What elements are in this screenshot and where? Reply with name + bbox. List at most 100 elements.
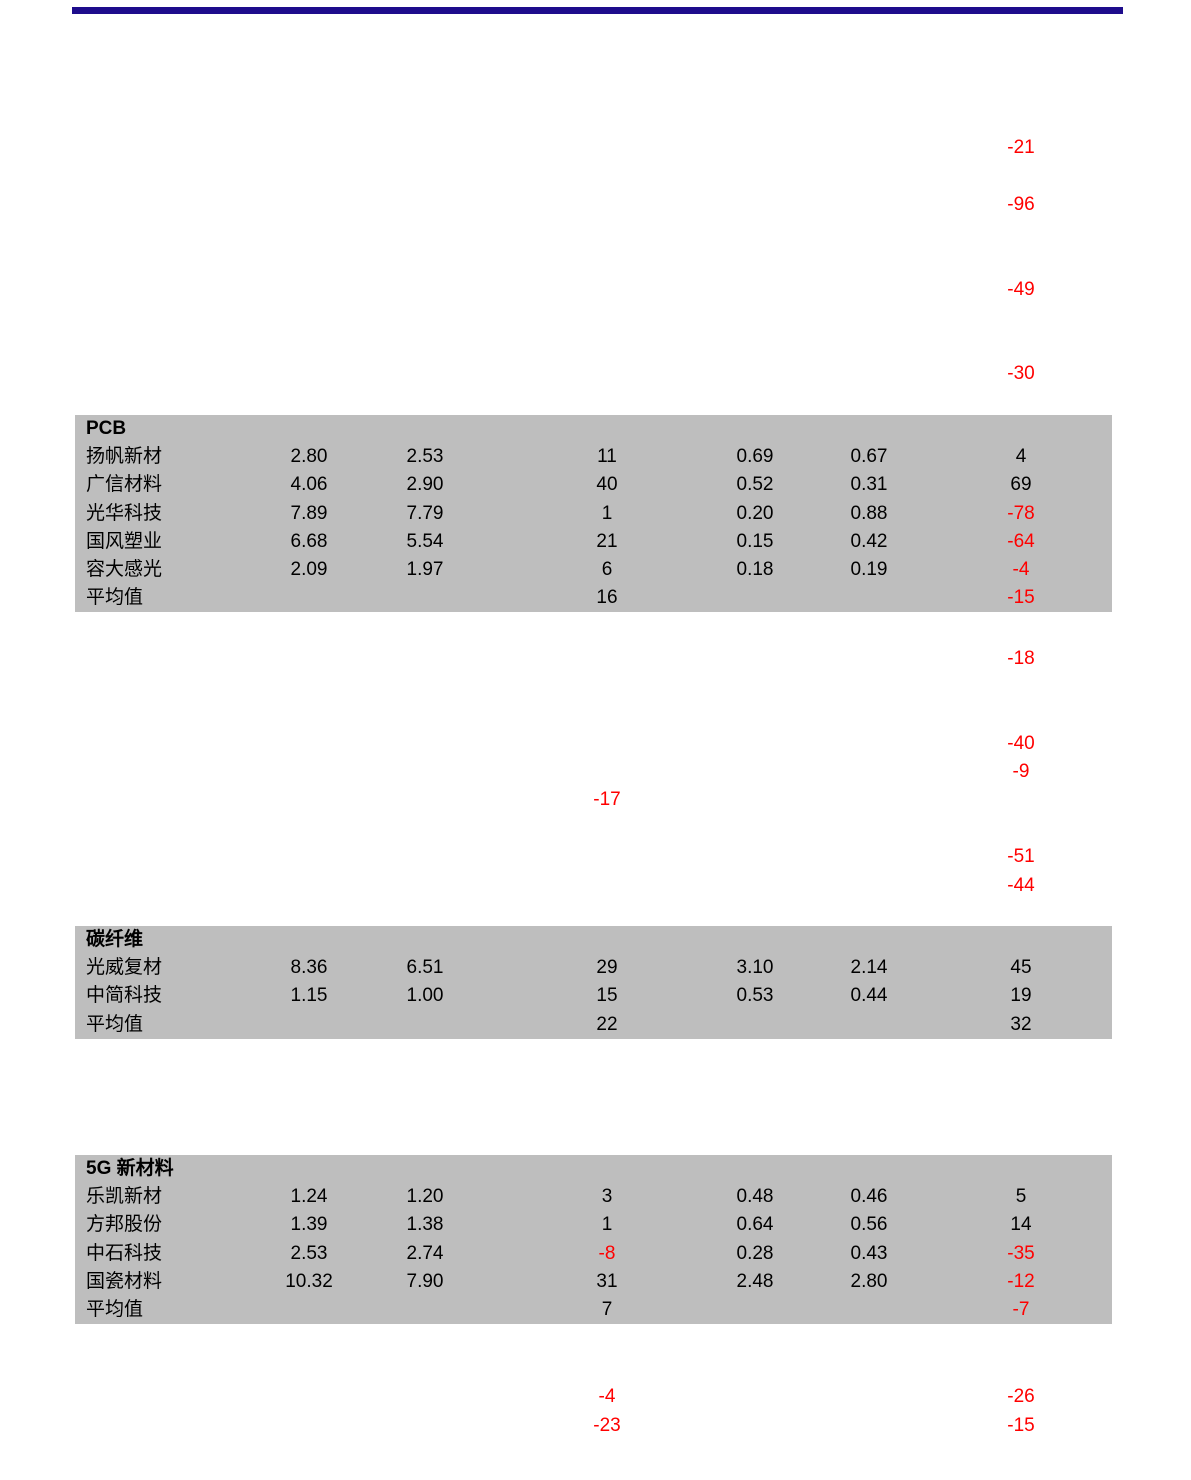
cell-value: 0.43 <box>850 1242 888 1264</box>
cell-value: 5 <box>1015 1186 1027 1208</box>
row-company-name: 中简科技 <box>86 985 163 1007</box>
row-company-name: 光华科技 <box>86 502 163 524</box>
cell-value: 0.53 <box>736 985 774 1007</box>
cell-value: 0.31 <box>850 474 888 496</box>
cell-value: 16 <box>596 587 618 609</box>
row-average-label: 平均值 <box>86 587 144 609</box>
cell-value: 1.24 <box>290 1186 328 1208</box>
cell-value: 11 <box>597 446 617 468</box>
cell-value: 0.48 <box>736 1186 774 1208</box>
row-company-name: 光威复材 <box>86 957 163 979</box>
cell-value: -7 <box>1012 1298 1030 1320</box>
row-company-name: 中石科技 <box>86 1242 163 1264</box>
row-company-name: 方邦股份 <box>86 1214 163 1236</box>
cell-value: 1.00 <box>406 985 444 1007</box>
floating-value: -96 <box>1007 194 1035 215</box>
cell-value: 15 <box>596 985 618 1007</box>
row-company-name: 广信材料 <box>86 474 163 496</box>
cell-value: -35 <box>1007 1242 1035 1264</box>
cell-value <box>280 1011 338 1039</box>
cell-value: 0.20 <box>736 502 774 524</box>
cell-value: -15 <box>1007 587 1035 609</box>
cell-value: -4 <box>1012 558 1030 580</box>
cell-value: 21 <box>596 530 618 552</box>
cell-value: 3.10 <box>736 957 774 979</box>
cell-value <box>808 1011 930 1039</box>
cell-value: 7.79 <box>406 502 444 524</box>
cell-value: 29 <box>596 957 618 979</box>
cell-value: -64 <box>1007 530 1035 552</box>
cell-value <box>338 1296 512 1324</box>
cell-value: 1.39 <box>290 1214 328 1236</box>
cell-value <box>702 584 808 612</box>
row-company-name: 乐凯新材 <box>86 1186 163 1208</box>
cell-value: 1.38 <box>406 1214 444 1236</box>
cell-value: 0.56 <box>850 1214 888 1236</box>
cell-value <box>280 1296 338 1324</box>
cell-value: 0.18 <box>736 558 774 580</box>
cell-value: 2.74 <box>406 1242 444 1264</box>
cell-value: 0.88 <box>850 502 888 524</box>
table-pcb: PCB 扬帆新材 2.80 2.53 11 0.69 0.67 4 广信材料 4… <box>75 415 1112 613</box>
cell-value: 7 <box>601 1298 613 1320</box>
cell-value <box>702 1296 808 1324</box>
cell-value: -8 <box>598 1242 616 1264</box>
cell-value: 3 <box>601 1186 613 1208</box>
cell-value: -78 <box>1007 502 1035 524</box>
cell-value: 0.69 <box>736 446 774 468</box>
cell-value: 2.53 <box>290 1242 328 1264</box>
cell-value <box>808 584 930 612</box>
cell-value: 2.14 <box>850 957 888 979</box>
cell-value: 5.54 <box>406 530 444 552</box>
table-carbon-fiber: 碳纤维 光威复材 8.36 6.51 29 3.10 2.14 45 中简科技 … <box>75 926 1112 1039</box>
row-company-name: 扬帆新材 <box>86 446 163 468</box>
cell-value: 10.32 <box>285 1270 333 1292</box>
floating-value: -44 <box>1007 875 1035 896</box>
cell-value: 31 <box>596 1270 618 1292</box>
cell-value: 1.20 <box>406 1186 444 1208</box>
top-divider-rule <box>72 7 1123 14</box>
cell-value: 1 <box>601 502 613 524</box>
floating-value: -18 <box>1007 648 1035 669</box>
floating-value: -21 <box>1007 137 1035 158</box>
cell-value: 0.46 <box>850 1186 888 1208</box>
cell-value: 2.48 <box>736 1270 774 1292</box>
table-title: PCB <box>86 418 127 439</box>
floating-value: -9 <box>1012 761 1030 782</box>
cell-value: 0.52 <box>736 474 774 496</box>
cell-value: 32 <box>1010 1013 1032 1035</box>
floating-value: -30 <box>1007 363 1035 384</box>
cell-value <box>338 584 512 612</box>
cell-value: 40 <box>596 474 618 496</box>
floating-value: -26 <box>1007 1386 1035 1407</box>
cell-value: 1 <box>601 1214 613 1236</box>
cell-value <box>808 1296 930 1324</box>
row-average-label: 平均值 <box>86 1013 144 1035</box>
cell-value: 0.19 <box>850 558 888 580</box>
cell-value: 7.89 <box>290 502 328 524</box>
cell-value: 2.80 <box>850 1270 888 1292</box>
cell-value: 0.28 <box>736 1242 774 1264</box>
floating-value: -49 <box>1007 279 1035 300</box>
cell-value: 0.44 <box>850 985 888 1007</box>
cell-value: 0.67 <box>850 446 888 468</box>
table-title: 碳纤维 <box>86 929 144 950</box>
cell-value: 6.68 <box>290 530 328 552</box>
floating-value: -15 <box>1007 1415 1035 1436</box>
floating-value: -23 <box>593 1415 621 1436</box>
cell-value: 14 <box>1010 1214 1032 1236</box>
cell-value: 0.64 <box>736 1214 774 1236</box>
cell-value: 2.80 <box>290 446 328 468</box>
cell-value <box>702 1011 808 1039</box>
table-title: 5G 新材料 <box>86 1158 174 1179</box>
row-company-name: 国瓷材料 <box>86 1270 163 1292</box>
floating-value: -4 <box>598 1386 616 1407</box>
cell-value: 22 <box>596 1013 618 1035</box>
cell-value: 4.06 <box>290 474 328 496</box>
cell-value <box>280 584 338 612</box>
cell-value: 1.97 <box>406 558 444 580</box>
row-company-name: 容大感光 <box>86 558 163 580</box>
floating-value: -40 <box>1007 733 1035 754</box>
cell-value: 69 <box>1010 474 1032 496</box>
